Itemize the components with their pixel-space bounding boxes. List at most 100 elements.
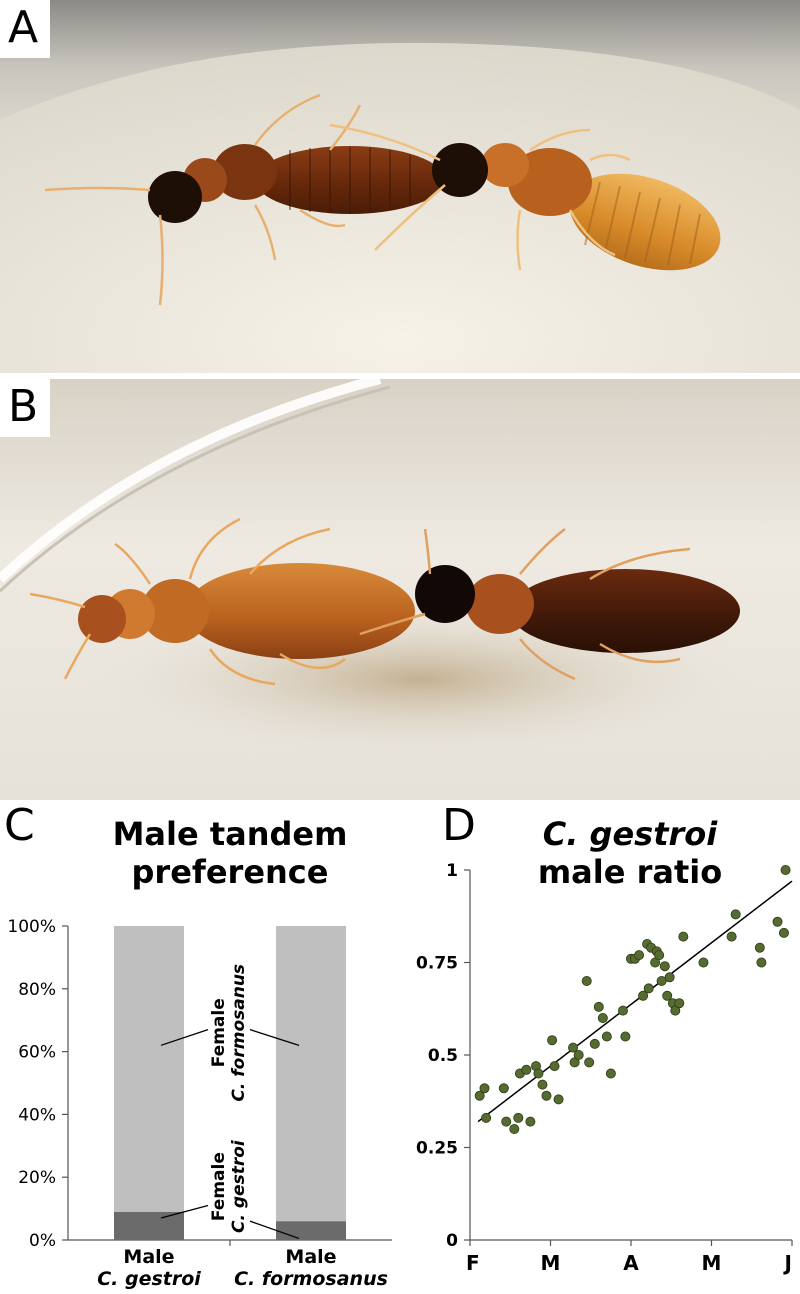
scatter-point: [513, 1112, 524, 1123]
scatter-point: [601, 1031, 612, 1042]
y-tick-label: 80%: [18, 980, 56, 1000]
scatter-point: [474, 1090, 485, 1101]
scatter-point: [778, 927, 789, 938]
y-tick-label: 60%: [18, 1043, 56, 1063]
scatter-point: [654, 950, 665, 961]
scatter-point: [674, 998, 685, 1009]
scatter-point: [662, 990, 673, 1001]
scatter-point: [772, 916, 783, 927]
termite-right-b: [359, 528, 740, 681]
pointer-line: [249, 1220, 300, 1240]
termite-dark-a: [44, 93, 445, 306]
x-tick-label: M: [541, 1251, 561, 1275]
scatter-point: [553, 1094, 564, 1105]
photo-panel-b: B: [0, 379, 800, 800]
legend-label-line2: C. formosanus: [229, 964, 249, 1102]
scatter-point: [730, 909, 741, 920]
x-tick-label: C. gestroi: [97, 1268, 201, 1290]
panel-letter-c: C: [4, 800, 35, 851]
scatter-point: [547, 1035, 558, 1046]
y-tick-label: 1: [446, 861, 458, 881]
legend-label-line1: Female: [209, 998, 229, 1067]
scatter-point: [589, 1038, 600, 1049]
scatter-point: [541, 1090, 552, 1101]
scatter-point: [664, 972, 675, 983]
y-tick-label: 0: [446, 1231, 458, 1251]
photo-panel-a: A: [0, 0, 800, 373]
y-tick-label: 0.25: [416, 1139, 458, 1159]
bar-segment: [276, 1221, 346, 1240]
scatter-point: [549, 1061, 560, 1072]
scatter-point: [509, 1123, 520, 1134]
x-tick-label: C. formosanus: [234, 1268, 388, 1290]
x-tick-label: A: [623, 1251, 639, 1275]
termite-tandem-photo-b: [0, 379, 800, 800]
bar-segment: [276, 926, 346, 1222]
y-tick-label: 0%: [29, 1231, 56, 1251]
scatter-point: [656, 975, 667, 986]
scatter-point: [597, 1012, 608, 1023]
termite-left-b: [29, 517, 415, 686]
panel-letter-d: D: [442, 800, 476, 851]
chart-d-title-line2: male ratio: [537, 852, 723, 891]
panel-c: C Male tandem preference 0% 20% 40% 60% 80% 1…: [0, 800, 400, 1294]
scatter-point: [780, 865, 791, 876]
scatter-plot: 0 0.25 0.5 0.75 1 F M A M J: [416, 861, 793, 1275]
x-tick-label: F: [466, 1251, 480, 1275]
legend-label-female-gestroi: Female C. gestroi: [209, 1139, 249, 1233]
scatter-point: [537, 1079, 548, 1090]
y-tick-label: 100%: [7, 917, 56, 937]
scatter-point: [643, 983, 654, 994]
trend-line: [477, 880, 793, 1123]
x-tick-label: M: [702, 1251, 722, 1275]
x-tick-label: Male: [123, 1246, 174, 1268]
chart-c-title-line1: Male tandem: [112, 815, 348, 853]
y-tick-label: 40%: [18, 1105, 56, 1125]
chart-c-title: Male tandem preference: [60, 815, 400, 892]
scatter-point: [479, 1083, 490, 1094]
scatter-point: [481, 1112, 492, 1123]
y-tick-label: 20%: [18, 1168, 56, 1188]
scatter-point: [568, 1042, 579, 1053]
bar-segment: [114, 926, 184, 1212]
legend-label-line2: C. gestroi: [229, 1139, 249, 1233]
scatter-point: [584, 1057, 595, 1068]
scatter-point: [617, 1005, 628, 1016]
pointer-line: [249, 1029, 300, 1046]
scatter-point: [754, 942, 765, 953]
chart-d-title: C. gestroi male ratio: [510, 815, 750, 892]
y-tick-label: 0.75: [416, 954, 458, 974]
scatter-point: [498, 1083, 509, 1094]
scatter-point: [605, 1068, 616, 1079]
scatter-point: [521, 1064, 532, 1075]
chart-d-title-line1: C. gestroi: [542, 815, 718, 853]
pointer-line: [160, 1204, 209, 1219]
bar-segment: [114, 1211, 184, 1240]
y-tick-label: 0.5: [428, 1046, 458, 1066]
termite-light-a: [329, 123, 721, 271]
panel-d: D C. gestroi male ratio 0 0.25 0.5 0.75 1 F M A…: [400, 800, 800, 1294]
scatter-point: [501, 1116, 512, 1127]
legend-label-line1: Female: [209, 1152, 229, 1221]
pointer-line: [160, 1029, 209, 1046]
scatter-point: [593, 1001, 604, 1012]
panel-letter-a: A: [0, 0, 51, 58]
x-tick-label: Male: [285, 1246, 336, 1268]
scatter-point: [634, 950, 645, 961]
scatter-point: [678, 931, 689, 942]
scatter-point: [756, 957, 767, 968]
scatter-point: [620, 1031, 631, 1042]
scatter-point: [659, 961, 670, 972]
scatter-point: [698, 957, 709, 968]
chart-c-title-line2: preference: [131, 852, 329, 891]
scatter-point: [638, 990, 649, 1001]
scatter-point: [726, 931, 737, 942]
scatter-point: [573, 1049, 584, 1060]
scatter-point: [533, 1068, 544, 1079]
scatter-point: [581, 975, 592, 986]
legend-label-female-formosanus: Female C. formosanus: [209, 964, 249, 1102]
scatter-point: [525, 1116, 536, 1127]
x-tick-label: J: [783, 1251, 792, 1275]
termite-tandem-photo-a: [0, 0, 800, 373]
